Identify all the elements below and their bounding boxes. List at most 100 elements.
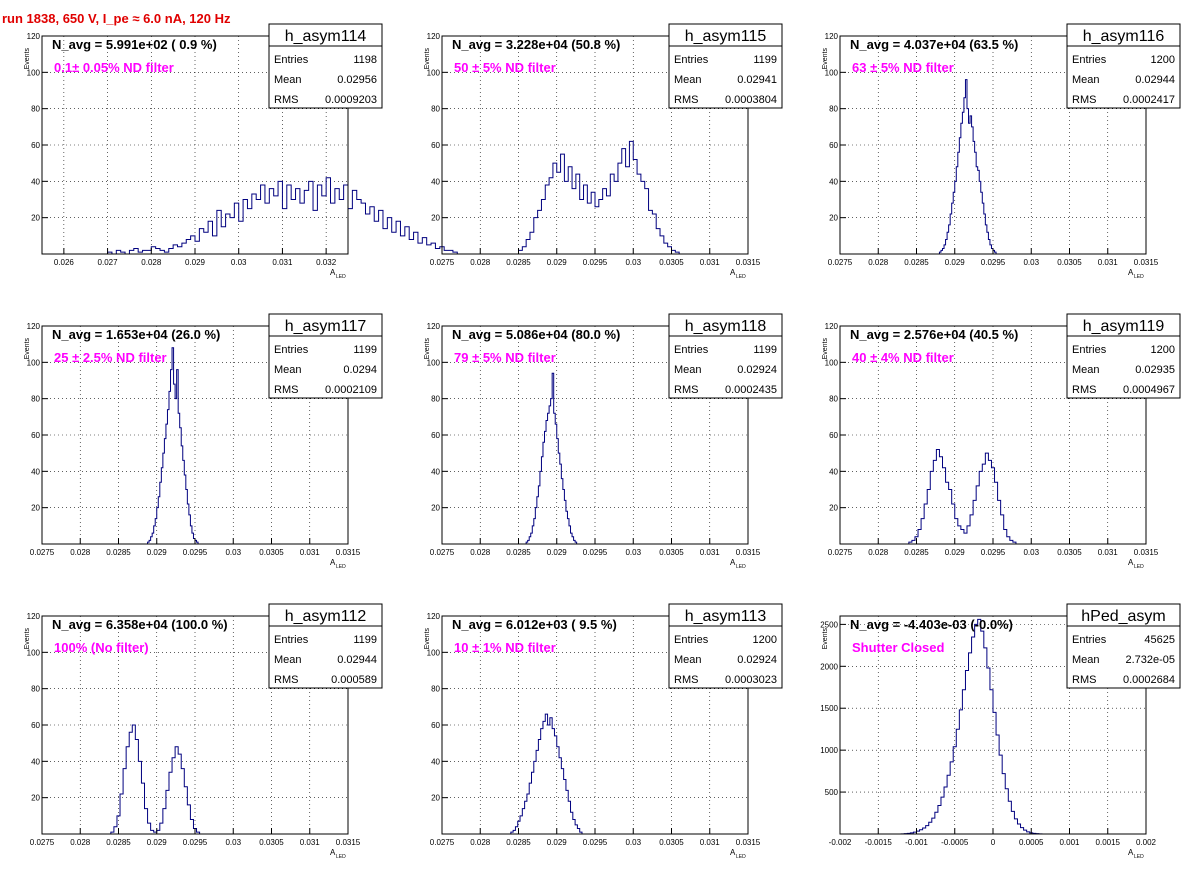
y-tick-label: 60 xyxy=(431,721,440,730)
y-tick-label: 60 xyxy=(31,431,40,440)
y-tick-label: 120 xyxy=(427,322,441,331)
x-tick-label: 0.028 xyxy=(470,258,491,267)
y-axis-label: Events xyxy=(24,48,31,70)
stats-label-mean: Mean xyxy=(674,654,702,666)
x-axis-label: A xyxy=(730,558,736,567)
x-tick-label: 0.0275 xyxy=(30,548,55,557)
y-tick-label: 60 xyxy=(431,141,440,150)
x-tick-label: 0.0005 xyxy=(1019,838,1044,847)
histogram-series xyxy=(107,177,458,255)
x-tick-label: 0.0275 xyxy=(430,838,455,847)
y-tick-label: 100 xyxy=(427,68,441,77)
y-axis-label: Events xyxy=(822,48,829,70)
stats-value-rms: 0.0009203 xyxy=(325,94,377,106)
histogram-panel-h_asym118: 0.0275 0.028 0.0285 0.029 0.0295 0.03 0.0305 0.… xyxy=(424,313,783,570)
x-tick-label: -0.001 xyxy=(905,838,928,847)
histogram-series xyxy=(908,449,1017,544)
x-axis-label-subscript: LED xyxy=(1134,564,1144,570)
x-tick-label: 0.0275 xyxy=(430,548,455,557)
x-tick-label: 0.0305 xyxy=(259,548,284,557)
y-tick-label: 100 xyxy=(27,358,41,367)
y-tick-label: 60 xyxy=(829,431,838,440)
stats-label-rms: RMS xyxy=(274,94,298,106)
x-tick-label: -0.0015 xyxy=(865,838,893,847)
x-tick-label: 0.032 xyxy=(316,258,337,267)
x-tick-label: 0.0305 xyxy=(659,548,684,557)
stats-value-rms: 0.0003023 xyxy=(725,674,777,686)
y-tick-label: 120 xyxy=(27,322,41,331)
filter-label: 10 ± 1% ND filter xyxy=(454,640,556,655)
x-tick-label: 0.029 xyxy=(945,258,966,267)
y-axis-label: Events xyxy=(24,338,31,360)
x-tick-label: 0.029 xyxy=(147,548,168,557)
filter-label: 63 ± 5% ND filter xyxy=(852,60,954,75)
y-tick-label: 80 xyxy=(829,105,838,114)
stats-value-rms: 0.0002684 xyxy=(1123,674,1175,686)
x-tick-label: 0.0315 xyxy=(736,258,761,267)
stats-value-mean: 0.02941 xyxy=(737,74,777,86)
x-tick-label: 0.0295 xyxy=(583,548,608,557)
y-tick-label: 100 xyxy=(27,68,41,77)
x-tick-label: 0.0305 xyxy=(659,838,684,847)
stats-value-rms: 0.0002435 xyxy=(725,384,777,396)
y-tick-label: 120 xyxy=(825,32,839,41)
x-tick-label: 0.0305 xyxy=(1057,548,1082,557)
stats-value-entries: 1200 xyxy=(753,634,777,646)
stats-value-entries: 1199 xyxy=(753,54,777,66)
stats-label-rms: RMS xyxy=(1072,674,1096,686)
x-tick-label: 0.0275 xyxy=(828,258,853,267)
y-tick-label: 100 xyxy=(27,648,41,657)
y-axis-label: Events xyxy=(24,628,31,650)
histogram-panel-h_asym116: 0.0275 0.028 0.0285 0.029 0.0295 0.03 0.0305 0.… xyxy=(822,23,1181,280)
x-axis-label-subscript: LED xyxy=(736,564,746,570)
stats-value-mean: 0.0294 xyxy=(343,364,377,376)
x-tick-label: 0.03 xyxy=(225,838,241,847)
y-tick-label: 20 xyxy=(431,794,440,803)
stats-label-mean: Mean xyxy=(674,74,702,86)
x-tick-label: 0.0305 xyxy=(659,258,684,267)
filter-label: 100% (No filter) xyxy=(54,640,149,655)
histogram-series xyxy=(510,713,583,834)
stats-label-mean: Mean xyxy=(274,74,302,86)
stats-label-entries: Entries xyxy=(674,54,709,66)
x-tick-label: -0.0005 xyxy=(941,838,969,847)
x-tick-label: 0.0295 xyxy=(183,548,208,557)
stats-value-entries: 1200 xyxy=(1151,54,1175,66)
histogram-name: h_asym112 xyxy=(285,608,367,625)
n-avg-label: N_avg = 2.576e+04 (40.5 %) xyxy=(850,327,1018,342)
stats-value-rms: 0.0003804 xyxy=(725,94,777,106)
n-avg-label: N_avg = 6.358e+04 (100.0 %) xyxy=(52,617,228,632)
x-axis-label: A xyxy=(730,848,736,857)
x-tick-label: 0.001 xyxy=(1059,838,1080,847)
x-tick-label: 0.0275 xyxy=(828,548,853,557)
histogram-series xyxy=(147,347,199,544)
stats-box xyxy=(268,603,383,689)
y-tick-label: 120 xyxy=(427,612,441,621)
stats-label-rms: RMS xyxy=(1072,94,1096,106)
x-tick-label: 0.0295 xyxy=(981,258,1006,267)
y-tick-label: 60 xyxy=(829,141,838,150)
n-avg-label: N_avg = 6.012e+03 ( 9.5 %) xyxy=(452,617,617,632)
x-tick-label: 0.0315 xyxy=(736,548,761,557)
stats-box xyxy=(668,23,783,109)
x-tick-label: 0.0315 xyxy=(336,838,361,847)
stats-value-mean: 0.02944 xyxy=(1135,74,1175,86)
y-tick-label: 60 xyxy=(431,431,440,440)
x-tick-label: 0.0305 xyxy=(1057,258,1082,267)
x-tick-label: 0.0315 xyxy=(336,548,361,557)
histogram-name: h_asym118 xyxy=(685,318,767,335)
x-tick-label: 0.03 xyxy=(625,548,641,557)
x-tick-label: 0.029 xyxy=(547,258,568,267)
stats-value-entries: 1199 xyxy=(353,344,377,356)
y-tick-label: 100 xyxy=(825,358,839,367)
y-tick-label: 40 xyxy=(431,757,440,766)
x-tick-label: 0.03 xyxy=(625,258,641,267)
stats-value-rms: 0.0002109 xyxy=(325,384,377,396)
y-tick-label: 40 xyxy=(31,757,40,766)
y-tick-label: 40 xyxy=(31,177,40,186)
x-tick-label: 0.028 xyxy=(70,838,91,847)
y-tick-label: 40 xyxy=(829,467,838,476)
stats-value-mean: 0.02924 xyxy=(737,364,777,376)
x-tick-label: 0.0285 xyxy=(904,548,929,557)
stats-value-rms: 0.0002417 xyxy=(1123,94,1175,106)
